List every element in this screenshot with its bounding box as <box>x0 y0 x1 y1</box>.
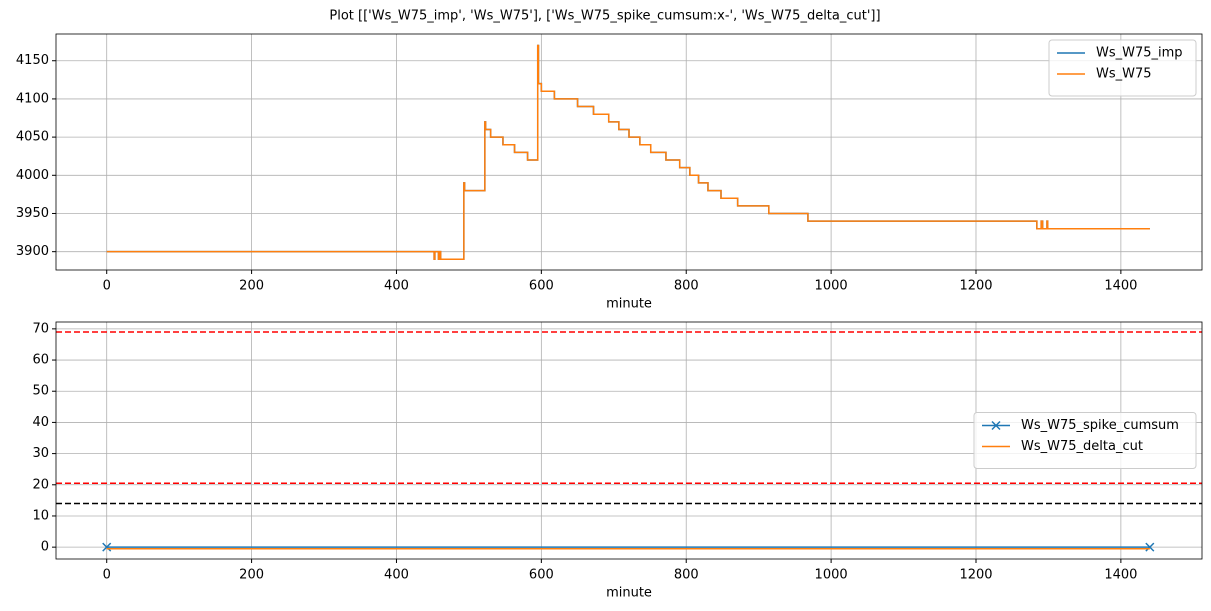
x-axis-label: minute <box>606 586 652 601</box>
x-tick-label: 1200 <box>959 568 992 583</box>
x-tick-label: 600 <box>529 279 554 294</box>
legend-label: Ws_W75_imp <box>1096 46 1183 61</box>
y-tick-label: 20 <box>32 477 49 492</box>
x-tick-label: 600 <box>529 568 554 583</box>
legend-marker <box>991 420 1001 431</box>
x-tick-label: 0 <box>103 279 111 294</box>
y-tick-label: 60 <box>32 353 49 368</box>
x-tick-label: 0 <box>103 568 111 583</box>
x-tick-label: 800 <box>674 568 699 583</box>
legend-box <box>1048 39 1197 97</box>
legend-label: Ws_W75_delta_cut <box>1021 439 1143 454</box>
series-marker <box>102 542 112 552</box>
y-tick-label: 30 <box>32 446 49 461</box>
y-tick-label: 10 <box>32 508 49 523</box>
x-axis-label: minute <box>606 297 652 312</box>
legend-label: Ws_W75 <box>1096 67 1152 82</box>
y-tick-label: 3900 <box>16 244 49 259</box>
axes-frame <box>55 321 1203 560</box>
y-tick-label: 4150 <box>16 53 49 68</box>
x-tick-label: 1000 <box>815 568 848 583</box>
x-tick-label: 400 <box>384 568 409 583</box>
y-tick-label: 50 <box>32 384 49 399</box>
x-tick-label: 1400 <box>1104 568 1137 583</box>
x-tick-label: 400 <box>384 279 409 294</box>
series-line <box>106 44 1150 261</box>
axes-frame <box>55 33 1203 271</box>
y-tick-label: 70 <box>32 321 49 336</box>
x-tick-label: 1200 <box>959 279 992 294</box>
x-tick-label: 1400 <box>1104 279 1137 294</box>
series-line <box>106 44 1150 261</box>
y-tick-label: 4050 <box>16 130 49 145</box>
x-tick-label: 800 <box>674 279 699 294</box>
series-marker <box>1145 542 1155 552</box>
y-tick-label: 0 <box>41 540 49 555</box>
y-tick-label: 3950 <box>16 206 49 221</box>
y-tick-label: 4100 <box>16 91 49 106</box>
x-tick-label: 1000 <box>815 279 848 294</box>
legend-label: Ws_W75_spike_cumsum <box>1021 418 1179 433</box>
legend-box <box>973 412 1197 469</box>
figure-title: Plot [['Ws_W75_imp', 'Ws_W75'], ['Ws_W75… <box>329 9 880 24</box>
y-tick-label: 4000 <box>16 168 49 183</box>
y-tick-label: 40 <box>32 415 49 430</box>
x-tick-label: 200 <box>239 279 264 294</box>
x-tick-label: 200 <box>239 568 264 583</box>
